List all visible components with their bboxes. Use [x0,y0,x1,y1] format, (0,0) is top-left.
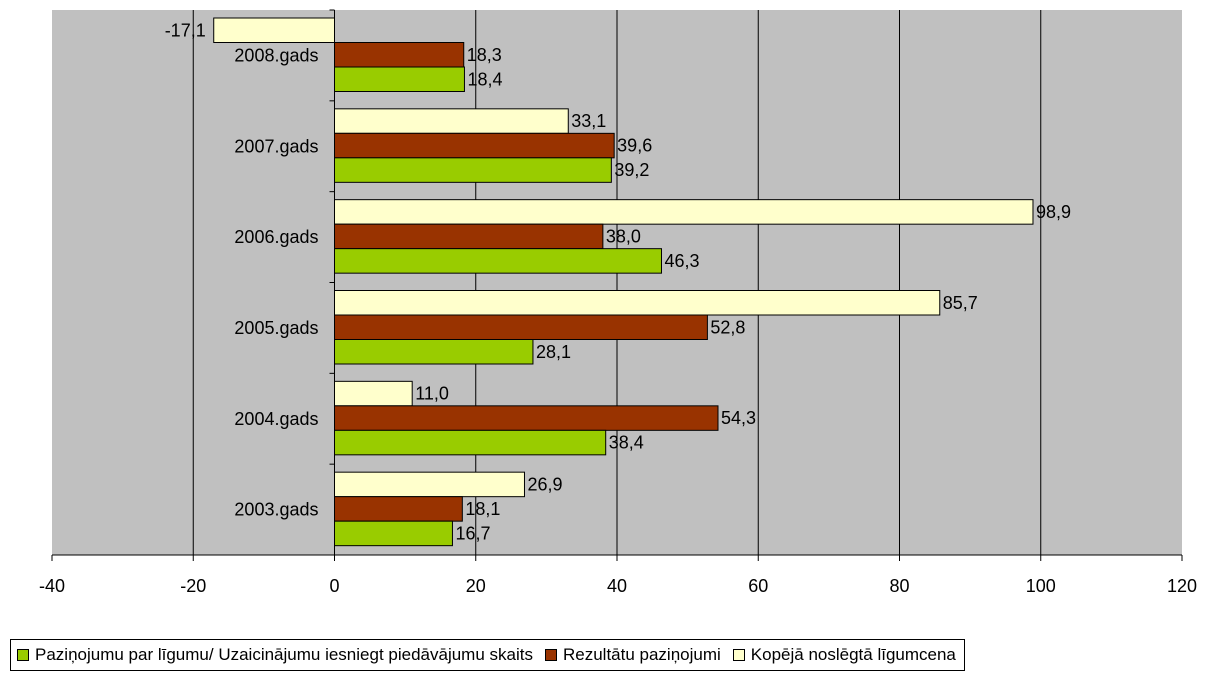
data-label: 33,1 [571,111,606,131]
bar [213,17,335,43]
data-label: 39,2 [614,160,649,180]
x-tick-label: -40 [39,576,65,596]
y-tick-label: 2008.gads [234,45,318,65]
chart: -17,1 18,3 18,4 33,1 39,6 39,2 98,9 38,0 46,3 85,… [39,9,1197,596]
bars [213,17,1034,547]
data-label: 28,1 [536,342,571,362]
x-tick-label: 120 [1167,576,1197,596]
bar [334,380,413,407]
data-label: 98,9 [1036,202,1071,222]
bar [334,248,662,274]
data-label: 46,3 [664,251,699,271]
legend-label-notices: Paziņojumu par līgumu/ Uzaicinājumu iesn… [35,645,533,664]
bar [334,339,534,365]
data-label: 18,1 [465,499,500,519]
bar [334,223,604,250]
y-tick-label: 2004.gads [234,409,318,429]
axes: -40 -20 0 20 40 60 80 100 120 2008.gads 2007.gads 2… [39,9,1197,596]
bar [334,42,465,68]
x-tick-label: 60 [748,576,768,596]
data-labels: -17,1 18,3 18,4 33,1 39,6 39,2 98,9 38,0 46,3 85,… [165,20,1071,543]
bar [334,66,465,92]
bar [334,199,1034,225]
bar [334,496,463,522]
legend-swatch-notices [17,649,29,661]
bar [334,471,525,498]
x-tick-label: 80 [889,576,909,596]
legend: Paziņojumu par līgumu/ Uzaicinājumu iesn… [10,639,965,671]
legend-swatch-results [544,649,557,661]
data-label: 38,0 [606,226,641,246]
data-label: 11,0 [415,384,449,404]
y-tick-label: 2005.gads [234,318,318,338]
data-label: 18,3 [467,45,502,65]
legend-item-results: Rezultātu paziņojumi [544,645,721,665]
x-tick-label: -20 [180,576,206,596]
x-tick-label: 40 [607,576,627,596]
y-tick-label: 2006.gads [234,227,318,247]
data-label: 39,6 [617,136,652,156]
legend-item-contract-price: Kopējā noslēgtā līgumcena [732,645,956,665]
bar [334,520,453,547]
bar [334,157,612,183]
x-tick-label: 20 [466,576,486,596]
data-label: 16,7 [455,523,490,543]
data-label: 26,9 [527,474,562,494]
data-label: 52,8 [710,317,745,337]
bar [334,132,615,159]
y-tick-label: 2003.gads [234,500,318,520]
bar [334,108,569,134]
legend-item-notices: Paziņojumu par līgumu/ Uzaicinājumu iesn… [17,645,533,665]
bar [334,314,708,340]
data-label: 85,7 [943,293,978,313]
x-tick-label: 100 [1026,576,1056,596]
bar [334,290,941,316]
x-tick-label: 0 [329,576,339,596]
legend-label-contract-price: Kopējā noslēgtā līgumcena [750,645,956,664]
data-label: -17,1 [165,20,206,40]
data-label: 18,4 [467,69,502,89]
bar [334,429,607,456]
legend-swatch-contract-price [732,649,745,661]
bar [334,405,719,431]
data-label: 38,4 [609,433,644,453]
legend-label-results: Rezultātu paziņojumi [562,645,721,664]
data-label: 54,3 [721,408,756,428]
y-tick-label: 2007.gads [234,136,318,156]
